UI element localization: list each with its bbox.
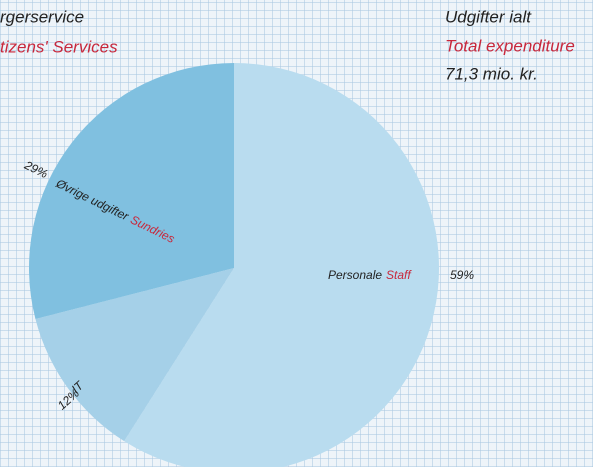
slice-label-en: Staff: [386, 268, 412, 282]
pie: [28, 63, 439, 467]
title-left: rgerservice: [0, 7, 84, 26]
value-label: 59%: [450, 268, 474, 282]
title-right: Udgifter ialt: [445, 7, 532, 26]
pie-slice: [124, 63, 439, 467]
total: 71,3 mio. kr.: [445, 64, 538, 83]
subtitle-right: Total expenditure: [445, 36, 575, 55]
pie-slice: [28, 63, 234, 319]
slice-label: Personale Staff: [328, 268, 412, 282]
value-label: 29%: [21, 158, 50, 182]
subtitle-left: tizens' Services: [0, 37, 118, 56]
pie-slice: [35, 268, 234, 442]
slice-label-da: Personale: [328, 268, 382, 282]
